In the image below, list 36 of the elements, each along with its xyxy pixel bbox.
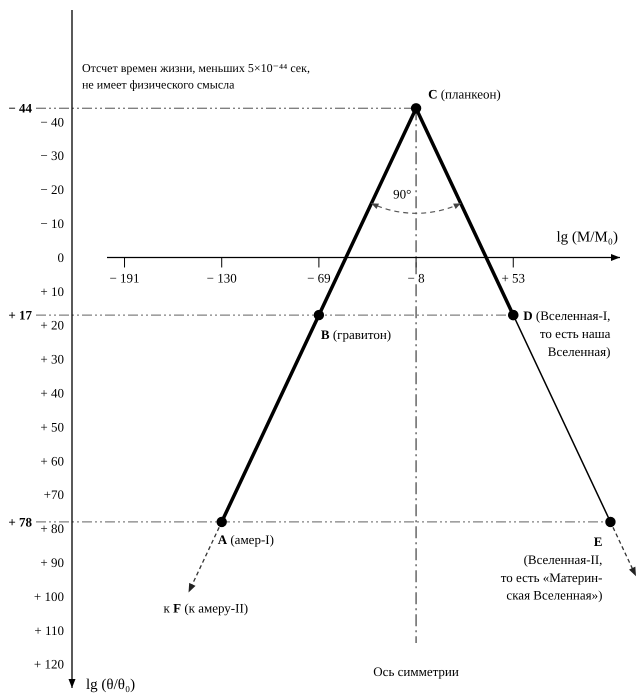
annotation: Отсчет времен жизни, меньших 5×10⁻⁴⁴ сек, не имеет физического смысла [82,61,310,92]
y-tick-label: + 10 [40,284,64,299]
annotation: A (амер-I) [218,532,274,547]
y-tick-label: − 40 [40,114,64,130]
y-tick-label: + 110 [34,622,64,638]
x-tick-label: − 8 [408,270,425,286]
annotation: к F (к амеру-II) [164,600,248,616]
y-tick-label: +70 [44,487,64,502]
y-tick-label: − 20 [40,182,64,198]
ref-line-label: Ось симметрии [373,664,459,679]
y-tick-label: 0 [58,250,64,265]
x-tick-label: + 53 [501,270,526,286]
x-axis-title: lg (M/M₀) [556,229,618,246]
y-tick-label: + 90 [40,554,64,570]
annotation: C (планкеон) [428,86,501,102]
y-tick-label: + 80 [40,521,64,536]
annotation: E (Вселенная-II, то есть «Материн- ская Вселенная») [500,534,602,603]
y-tick-label: + 120 [34,656,64,672]
y-tick-label: + 50 [40,419,64,434]
y-tick-label: − 10 [40,216,64,231]
ref-line-label: + 17 [8,308,32,323]
y-tick-label: + 100 [34,588,64,604]
y-tick-label: + 30 [40,352,64,367]
x-tick-label: − 69 [307,270,331,286]
x-tick-label: − 191 [109,270,140,286]
y-tick-label: + 40 [40,385,64,400]
annotation: 90° [393,186,412,202]
annotation: B (гравитон) [320,327,392,342]
y-tick-label: − 30 [40,148,64,164]
ref-line-label: + 78 [8,514,32,530]
x-tick-label: − 130 [206,270,237,286]
y-tick-label: + 20 [40,318,64,333]
y-axis-title: lg (θ/θ₀) [86,677,136,693]
ref-line-label: − 44 [8,100,32,116]
annotation: D (Вселенная-I, то есть наша Вселенная) [523,308,611,359]
y-tick-label: + 60 [40,453,64,468]
